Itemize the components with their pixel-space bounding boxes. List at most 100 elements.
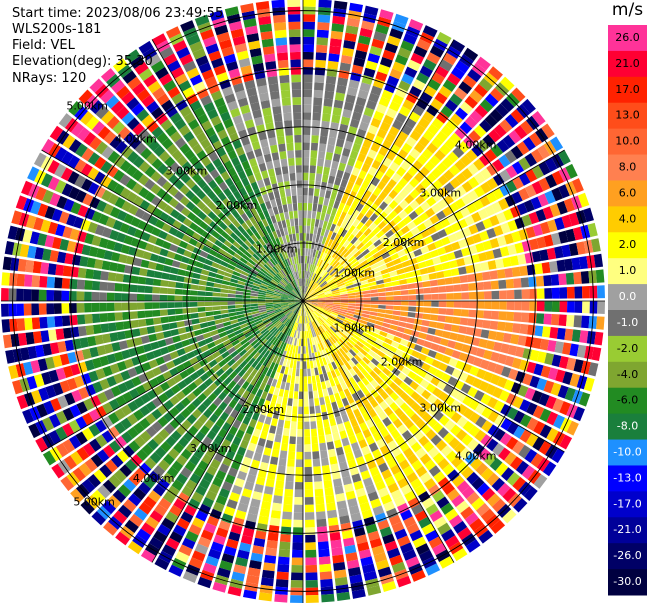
range-ring-label: 5.00km — [73, 496, 115, 509]
velocity-gate — [304, 459, 312, 468]
velocity-gate — [259, 311, 268, 315]
velocity-gate — [401, 73, 415, 85]
velocity-gate — [312, 383, 318, 392]
velocity-gate — [250, 256, 258, 263]
velocity-gate — [182, 307, 191, 314]
velocity-gate — [427, 123, 440, 136]
velocity-gate — [202, 397, 213, 408]
velocity-gate — [197, 339, 207, 348]
velocity-gate — [344, 164, 354, 174]
velocity-gate — [303, 21, 315, 30]
velocity-gate — [364, 218, 373, 228]
velocity-gate — [449, 514, 463, 528]
velocity-gate — [437, 477, 451, 490]
velocity-gate — [257, 437, 266, 447]
velocity-gate — [350, 236, 358, 245]
velocity-gate — [278, 236, 284, 245]
velocity-gate — [191, 408, 202, 419]
velocity-gate — [374, 375, 384, 385]
velocity-gate — [291, 74, 301, 83]
velocity-gate — [68, 419, 81, 434]
velocity-gate — [505, 278, 514, 289]
velocity-gate — [544, 190, 556, 204]
velocity-gate — [251, 287, 260, 292]
velocity-gate — [410, 441, 422, 453]
velocity-gate — [498, 447, 511, 461]
velocity-gate — [360, 556, 374, 567]
velocity-gate — [331, 308, 340, 313]
velocity-gate — [303, 331, 305, 339]
velocity-gate — [279, 324, 286, 332]
velocity-gate — [265, 360, 273, 369]
velocity-gate — [163, 423, 175, 435]
velocity-gate — [326, 441, 335, 450]
velocity-gate — [334, 145, 343, 155]
velocity-gate — [398, 321, 407, 328]
velocity-gate — [155, 112, 169, 125]
velocity-gate — [76, 401, 88, 415]
range-ring-label: 1.00km — [333, 321, 375, 334]
velocity-gate — [261, 454, 271, 464]
velocity-gate — [362, 345, 371, 353]
velocity-gate — [25, 214, 37, 229]
velocity-gate — [358, 338, 367, 345]
velocity-gate — [319, 342, 325, 351]
velocity-gate — [412, 536, 427, 549]
velocity-gate — [437, 186, 449, 198]
velocity-gate — [362, 356, 371, 365]
velocity-gate — [252, 330, 261, 337]
velocity-gate — [291, 306, 298, 312]
velocity-gate — [452, 146, 465, 159]
velocity-gate — [363, 297, 371, 301]
velocity-gate — [210, 541, 224, 553]
velocity-gate — [221, 86, 234, 97]
velocity-gate — [273, 320, 281, 327]
velocity-gate — [257, 299, 266, 301]
velocity-gate — [571, 178, 584, 193]
velocity-gate — [221, 553, 235, 564]
velocity-gate — [200, 156, 212, 167]
velocity-gate — [157, 255, 167, 264]
velocity-gate — [235, 90, 247, 100]
velocity-gate — [295, 466, 303, 475]
velocity-gate — [170, 66, 185, 79]
velocity-gate — [420, 201, 431, 212]
velocity-gate — [20, 347, 30, 361]
velocity-gate — [59, 380, 71, 393]
velocity-gate — [95, 368, 106, 380]
velocity-gate — [347, 157, 356, 167]
velocity-gate — [277, 419, 285, 428]
velocity-gate — [290, 291, 298, 297]
velocity-gate — [338, 267, 346, 275]
velocity-gate — [291, 290, 298, 296]
velocity-gate — [317, 158, 325, 167]
velocity-gate — [534, 263, 544, 275]
velocity-gate — [163, 79, 177, 93]
velocity-gate — [196, 131, 208, 143]
velocity-gate — [432, 452, 445, 465]
velocity-gate — [331, 385, 339, 395]
velocity-gate — [271, 98, 281, 108]
velocity-gate — [505, 436, 519, 450]
velocity-gate — [368, 442, 379, 453]
velocity-gate — [197, 307, 206, 313]
velocity-gate — [456, 403, 468, 415]
velocity-gate — [298, 323, 301, 332]
velocity-gate — [351, 111, 362, 121]
velocity-gate — [269, 258, 277, 266]
velocity-gate — [238, 234, 247, 243]
velocity-gate — [146, 100, 160, 114]
velocity-gate — [237, 280, 246, 286]
velocity-gate — [295, 263, 298, 272]
velocity-gate — [37, 233, 48, 247]
velocity-gate — [425, 334, 435, 342]
velocity-gate — [257, 179, 265, 189]
velocity-gate — [134, 142, 147, 155]
azimuth-spoke — [302, 39, 455, 302]
velocity-gate — [393, 471, 405, 482]
velocity-gate — [289, 282, 295, 289]
velocity-gate — [467, 68, 482, 83]
velocity-gate — [258, 162, 267, 172]
velocity-gate — [209, 508, 222, 520]
velocity-gate — [354, 285, 362, 290]
